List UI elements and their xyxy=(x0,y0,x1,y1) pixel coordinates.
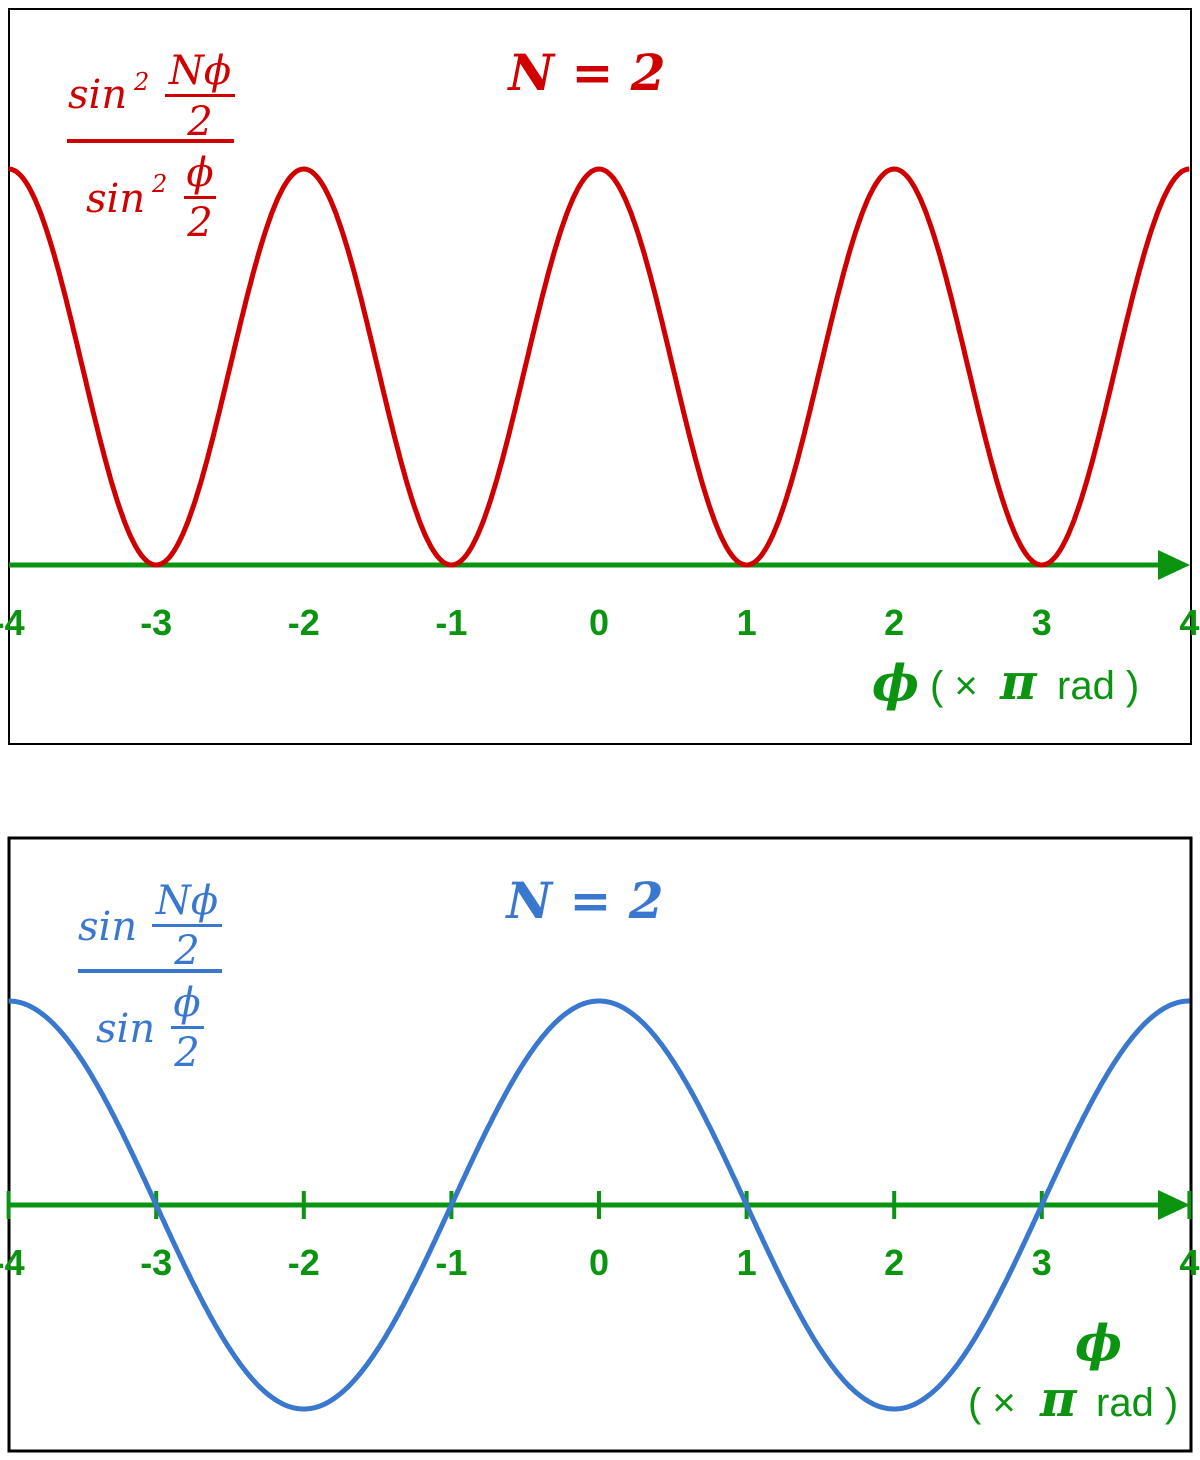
top-formula: sin 2 Nϕ 2 sin 2 ϕ 2 N = 2 xyxy=(67,43,666,246)
formula-num-arg-top: Nϕ xyxy=(168,48,231,94)
x-tick-label: -3 xyxy=(140,602,172,643)
x-tick-label: 2 xyxy=(884,1242,904,1283)
bottom-xlabel-close: rad ) xyxy=(1096,1381,1178,1425)
x-tick-label: -3 xyxy=(140,1242,172,1283)
x-tick-label: 2 xyxy=(884,602,904,643)
series-line xyxy=(8,998,1190,1412)
bottom-panel-frame xyxy=(7,836,1193,1453)
formula-num-fn: sin xyxy=(78,904,137,950)
bottom-chart: -4 -3 -2 -1 0 1 2 3 4 xyxy=(0,998,1199,1412)
bottom-xlabel-open: ( × xyxy=(968,1381,1016,1425)
formula-num-pow: 2 xyxy=(133,68,149,96)
x-tick-label: -4 xyxy=(0,602,25,643)
x-tick-label: 3 xyxy=(1032,602,1052,643)
x-axis-arrow xyxy=(1158,550,1190,580)
x-tick-label: 3 xyxy=(1032,1242,1052,1283)
formula-fraction-bar xyxy=(67,139,234,143)
top-xlabel-symbol: ϕ xyxy=(872,653,919,712)
x-tick-label: -4 xyxy=(0,1242,25,1283)
x-axis-arrow xyxy=(1158,1190,1190,1220)
formula-den-pow: 2 xyxy=(151,170,167,198)
top-xlabel-pi: π xyxy=(999,652,1038,711)
bottom-xlabel-pi: π xyxy=(1039,1369,1078,1428)
top-n-label: N = 2 xyxy=(506,43,665,102)
x-tick-label: 1 xyxy=(737,1242,757,1283)
series-line xyxy=(8,166,1190,568)
x-tick-label: 0 xyxy=(589,602,609,643)
top-xlabel-close: rad ) xyxy=(1057,664,1139,708)
formula-num-arg-top: Nϕ xyxy=(155,878,218,924)
formula-den-arg-top: ϕ xyxy=(186,150,213,196)
x-tick-label: 1 xyxy=(737,602,757,643)
formula-den-fn: sin xyxy=(86,176,145,222)
x-tick-label: 4 xyxy=(1179,1242,1199,1283)
formula-num-fn: sin xyxy=(68,72,127,118)
top-panel-frame xyxy=(8,8,1192,745)
formula-den-fn: sin xyxy=(96,1006,155,1052)
top-chart: -4 -3 -2 -1 0 1 2 3 4 xyxy=(0,166,1199,643)
formula-den-arg-top: ϕ xyxy=(173,980,200,1026)
top-xlabel-open: ( × xyxy=(930,664,978,708)
formula-den-arg-bot: 2 xyxy=(173,1030,199,1076)
bottom-formula: sin Nϕ 2 sin ϕ 2 N = 2 xyxy=(78,871,664,1076)
bottom-n-label: N = 2 xyxy=(504,871,663,930)
bottom-xlabel-symbol: ϕ xyxy=(1075,1313,1122,1372)
x-tick-label: -1 xyxy=(435,602,467,643)
formula-den-arg-bot: 2 xyxy=(186,200,212,246)
x-tick-label: 0 xyxy=(589,1242,609,1283)
formula-num-arg-bot: 2 xyxy=(186,99,212,145)
x-tick-label: -1 xyxy=(435,1242,467,1283)
formula-fraction-bar xyxy=(78,969,222,973)
x-tick-label: -2 xyxy=(288,1242,320,1283)
formula-num-arg-bot: 2 xyxy=(173,928,199,974)
x-tick-label: 4 xyxy=(1179,602,1199,643)
x-tick-label: -2 xyxy=(288,602,320,643)
